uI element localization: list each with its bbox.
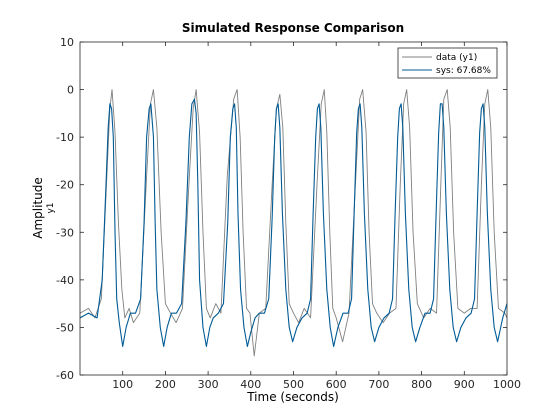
y-tick-label: -10	[56, 131, 74, 144]
channel-label: y1	[46, 202, 56, 213]
y-axis-label: Amplitude	[31, 177, 45, 239]
y-tick-label: -60	[56, 369, 74, 382]
y-tick-label: -50	[56, 321, 74, 334]
y-tick-label: -30	[56, 226, 74, 239]
x-tick-label: 100	[112, 378, 133, 391]
data-series-line	[79, 89, 508, 357]
x-tick-label: 200	[155, 378, 176, 391]
x-tick-label: 700	[368, 378, 389, 391]
y-tick-label: -20	[56, 179, 74, 192]
x-tick-label: 500	[283, 378, 304, 391]
x-tick-label: 600	[326, 378, 347, 391]
x-tick-label: 900	[454, 378, 475, 391]
x-tick-label: 1000	[493, 378, 521, 391]
y-tick-label: 10	[60, 36, 74, 49]
x-tick-label: 400	[240, 378, 261, 391]
legend-label-data: data (y1)	[436, 53, 477, 63]
legend-label-sys: sys: 67.68%	[436, 66, 491, 76]
series-layer	[79, 89, 508, 357]
ticks-layer: 100 200 300 400 500 600 700 800 900 1000-60-50-40…	[56, 36, 521, 391]
x-tick-label: 800	[411, 378, 432, 391]
x-tick-label: 300	[198, 378, 219, 391]
sys-series-line	[79, 98, 508, 348]
legend-box	[397, 47, 498, 79]
chart-title: Simulated Response Comparison	[182, 21, 404, 35]
y-tick-label: -40	[56, 274, 74, 287]
legend: data (y1) sys: 67.68%	[397, 47, 498, 79]
y-tick-label: 0	[67, 84, 74, 97]
x-axis-label: Time (seconds)	[246, 390, 339, 404]
